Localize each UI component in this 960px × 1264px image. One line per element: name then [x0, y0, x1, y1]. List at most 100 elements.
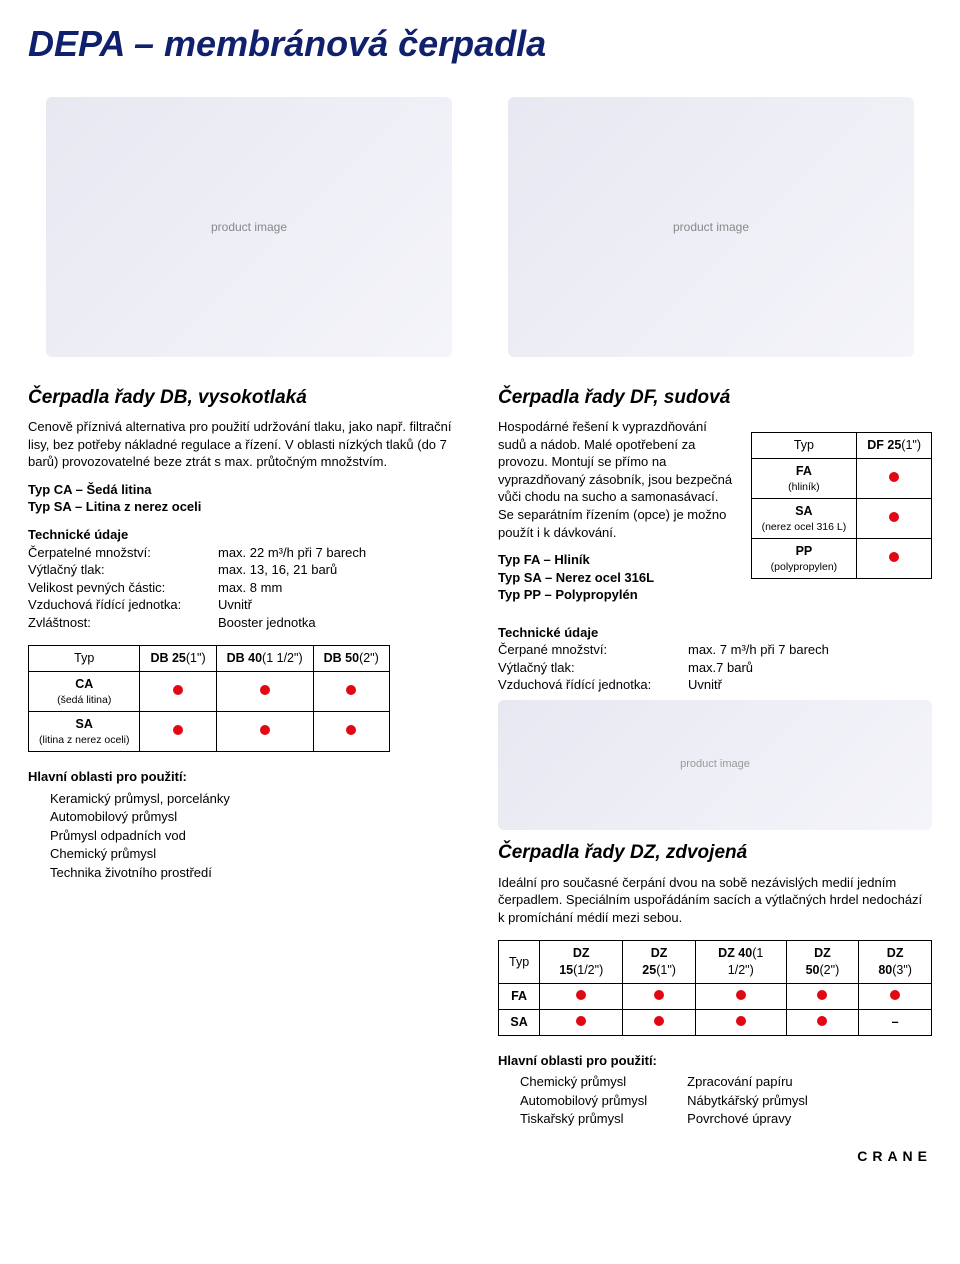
dz-c4s: (3") [892, 963, 912, 977]
db-r1s: (litina z nerez oceli) [39, 733, 129, 747]
dz-use-r2: Povrchové úpravy [687, 1110, 808, 1128]
db-table: Typ DB 25(1") DB 40(1 1/2") DB 50(2") CA… [28, 645, 390, 752]
right-column: Čerpadla řady DF, sudová Hospodárné řeše… [498, 385, 932, 1129]
db-spec-v3: Uvnitř [218, 596, 462, 614]
dot-icon [260, 725, 270, 735]
db-spec-v1: max. 13, 16, 21 barů [218, 561, 462, 579]
dot-icon [889, 512, 899, 522]
dot-icon [889, 552, 899, 562]
dot-icon [817, 990, 827, 1000]
df-type-0: Typ FA – Hliník [498, 552, 590, 567]
db-uses-list: Keramický průmysl, porcelánky Automobilo… [28, 790, 462, 882]
product-image-df: product image [508, 97, 915, 357]
df-spec-v2: Uvnitř [688, 676, 932, 694]
df-r1: SA [795, 504, 812, 518]
df-col0s: (1") [901, 438, 921, 452]
dot-icon [173, 685, 183, 695]
df-r0s: (hliník) [762, 480, 847, 494]
dz-r1: SA [510, 1015, 527, 1029]
df-r0: FA [796, 464, 812, 478]
db-spec-v4: Booster jednotka [218, 614, 462, 632]
df-r2: PP [796, 544, 813, 558]
dot-icon [654, 990, 664, 1000]
dz-use-l0: Chemický průmysl [520, 1073, 647, 1091]
df-type-2: Typ PP – Polypropylén [498, 587, 638, 602]
db-col0s: (1") [186, 651, 206, 665]
db-r0: CA [75, 677, 93, 691]
dz-c3s: (2") [820, 963, 840, 977]
dz-uses-grid: Chemický průmysl Automobilový průmysl Ti… [498, 1073, 932, 1129]
db-r0s: (šedá litina) [39, 693, 129, 707]
db-spec-title: Technické údaje [28, 526, 462, 544]
dz-table-corner: Typ [499, 941, 540, 984]
db-r1: SA [76, 717, 93, 731]
db-type-0: Typ CA – Šedá litina [28, 482, 152, 497]
df-table-corner: Typ [751, 433, 857, 459]
dot-icon [576, 990, 586, 1000]
left-column: Čerpadla řady DB, vysokotlaká Cenově pří… [28, 385, 462, 1129]
dz-intro: Ideální pro současné čerpání dvou na sob… [498, 874, 932, 927]
db-spec-l2: Velikost pevných částic: [28, 579, 218, 597]
df-table: Typ DF 25(1") FA (hliník) SA (nerez ocel 3… [751, 432, 932, 579]
dz-heading: Čerpadla řady DZ, zdvojená [498, 840, 932, 866]
db-use-0: Keramický průmysl, porcelánky [50, 790, 462, 808]
dz-use-r1: Nábytkářský průmysl [687, 1092, 808, 1110]
df-r1s: (nerez ocel 316 L) [762, 520, 847, 534]
dz-table: Typ DZ 15(1/2") DZ 25(1") DZ 40(1 1/2") … [498, 940, 932, 1036]
dot-icon [654, 1016, 664, 1026]
db-col2s: (2") [359, 651, 379, 665]
db-spec-l1: Výtlačný tlak: [28, 561, 218, 579]
dot-icon [817, 1016, 827, 1026]
dot-icon [576, 1016, 586, 1026]
dz-c1s: (1") [656, 963, 676, 977]
df-spec-l2: Vzduchová řídící jednotka: [498, 676, 688, 694]
brand-logo: CRANE [28, 1147, 932, 1166]
db-use-2: Průmysl odpadních vod [50, 827, 462, 845]
dz-use-l2: Tiskařský průmysl [520, 1110, 647, 1128]
db-spec-v0: max. 22 m³/h při 7 barech [218, 544, 462, 562]
dz-c0s: (1/2") [573, 963, 603, 977]
df-intro: Hospodárné řešení k vyprazdňování sudů a… [498, 418, 733, 541]
page-title: DEPA – membránová čerpadla [28, 20, 932, 69]
dot-icon [346, 685, 356, 695]
dot-icon [173, 725, 183, 735]
dash-icon: – [892, 1015, 899, 1029]
product-image-dz: product image [498, 700, 932, 830]
db-col1s: (1 1/2") [262, 651, 303, 665]
dz-use-r0: Zpracování papíru [687, 1073, 808, 1091]
df-type-1: Typ SA – Nerez ocel 316L [498, 570, 654, 585]
dot-icon [890, 990, 900, 1000]
db-intro: Cenově příznivá alternativa pro použití … [28, 418, 462, 471]
df-spec-v1: max.7 barů [688, 659, 932, 677]
db-use-4: Technika životního prostředí [50, 864, 462, 882]
dot-icon [260, 685, 270, 695]
df-spec-title: Technické údaje [498, 624, 932, 642]
db-type-1: Typ SA – Litina z nerez oceli [28, 499, 201, 514]
dz-c2: DZ 40 [718, 946, 752, 960]
db-table-corner: Typ [29, 646, 140, 672]
db-col2: DB 50 [324, 651, 359, 665]
db-spec-l3: Vzduchová řídící jednotka: [28, 596, 218, 614]
hero-images-row: product image product image [28, 87, 932, 367]
df-spec-v0: max. 7 m³/h při 7 barech [688, 641, 932, 659]
dot-icon [889, 472, 899, 482]
db-spec-v2: max. 8 mm [218, 579, 462, 597]
dot-icon [736, 990, 746, 1000]
db-col0: DB 25 [150, 651, 185, 665]
dz-r0: FA [511, 989, 527, 1003]
db-spec-l0: Čerpatelné množství: [28, 544, 218, 562]
dz-uses-title: Hlavní oblasti pro použití: [498, 1052, 932, 1070]
dot-icon [736, 1016, 746, 1026]
df-heading: Čerpadla řady DF, sudová [498, 385, 932, 411]
db-use-3: Chemický průmysl [50, 845, 462, 863]
db-heading: Čerpadla řady DB, vysokotlaká [28, 385, 462, 411]
db-uses-title: Hlavní oblasti pro použití: [28, 768, 462, 786]
df-spec-l0: Čerpané množství: [498, 641, 688, 659]
df-spec-l1: Výtlačný tlak: [498, 659, 688, 677]
df-r2s: (polypropylen) [762, 560, 847, 574]
db-col1: DB 40 [227, 651, 262, 665]
df-types: Typ FA – Hliník Typ SA – Nerez ocel 316L… [498, 551, 733, 604]
df-col0: DF 25 [867, 438, 901, 452]
dz-use-l1: Automobilový průmysl [520, 1092, 647, 1110]
db-spec-l4: Zvláštnost: [28, 614, 218, 632]
